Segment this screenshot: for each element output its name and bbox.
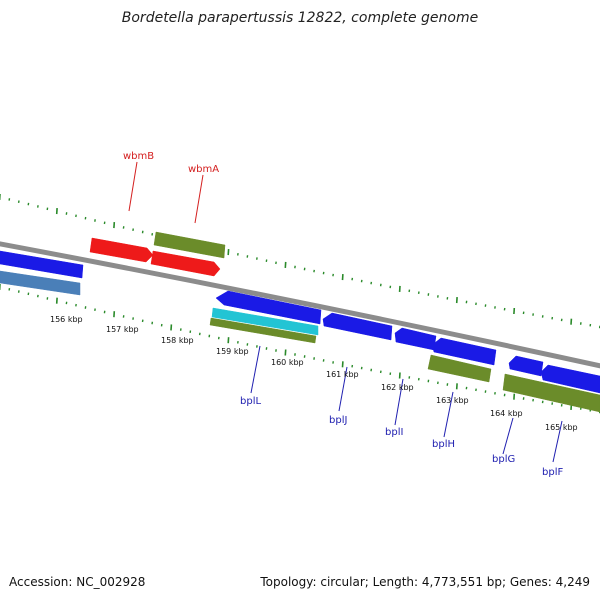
gene-label-bplF: bplF bbox=[542, 467, 563, 478]
gene-feature-cyan[interactable] bbox=[211, 307, 319, 336]
gene-label-wbmB: wbmB bbox=[123, 151, 154, 162]
gene-label-bplH: bplH bbox=[432, 439, 455, 450]
gene-feature-steel[interactable] bbox=[0, 270, 81, 296]
leader-bplF bbox=[552, 420, 563, 463]
leader-bplH bbox=[443, 391, 454, 438]
map-title: Bordetella parapertussis 12822, complete… bbox=[121, 10, 479, 26]
kbp-label: 162 kbp bbox=[381, 383, 414, 392]
gene-feature-bplG[interactable] bbox=[508, 355, 544, 377]
gene-label-bplJ: bplJ bbox=[329, 415, 347, 426]
gene-feature-olive-mid[interactable] bbox=[209, 317, 317, 344]
gene-label-bplG: bplG bbox=[492, 454, 515, 465]
kbp-scale-labels: 156 kbp 157 kbp 158 kbp 159 kbp 160 kbp … bbox=[50, 315, 578, 432]
gene-label-bplI: bplI bbox=[385, 427, 403, 438]
gene-feature-bplL[interactable] bbox=[215, 290, 322, 325]
leader-bplL bbox=[250, 345, 261, 394]
gene-feature-wbmA[interactable] bbox=[150, 250, 221, 277]
kbp-label: 164 kbp bbox=[490, 409, 523, 418]
leader-wbmA bbox=[194, 174, 204, 224]
kbp-label: 161 kbp bbox=[326, 370, 359, 379]
leader-bplG bbox=[502, 417, 514, 455]
leader-bplJ bbox=[338, 366, 348, 412]
topology-summary: Topology: circular; Length: 4,773,551 bp… bbox=[260, 575, 590, 589]
kbp-label: 163 kbp bbox=[436, 396, 469, 405]
gene-feature-wbmB[interactable] bbox=[89, 237, 154, 263]
genome-backbone bbox=[0, 241, 600, 369]
gene-feature-olive-bplH[interactable] bbox=[427, 354, 492, 383]
kbp-label: 160 kbp bbox=[271, 358, 304, 367]
gene-feature-olive-top[interactable] bbox=[153, 231, 226, 259]
gene-feature-bplF[interactable] bbox=[540, 364, 600, 394]
kbp-label: 158 kbp bbox=[161, 336, 194, 345]
gene-label-bplL: bplL bbox=[240, 396, 261, 407]
gene-label-wbmA: wbmA bbox=[188, 164, 219, 175]
gene-feature-bplJ[interactable] bbox=[322, 312, 393, 341]
gene-feature-blue[interactable] bbox=[0, 250, 84, 279]
gene-label-leaders bbox=[128, 161, 563, 463]
kbp-label: 159 kbp bbox=[216, 347, 249, 356]
gene-features bbox=[0, 231, 600, 413]
gene-feature-olive-right[interactable] bbox=[502, 373, 600, 413]
kbp-label: 165 kbp bbox=[545, 423, 578, 432]
accession-label: Accession: NC_002928 bbox=[9, 575, 146, 589]
kbp-label: 157 kbp bbox=[106, 325, 139, 334]
leader-wbmB bbox=[128, 161, 138, 212]
leader-bplI bbox=[394, 378, 404, 426]
inner-tick-ring bbox=[0, 284, 600, 414]
gene-feature-bplH[interactable] bbox=[431, 337, 497, 366]
kbp-label: 156 kbp bbox=[50, 315, 83, 324]
